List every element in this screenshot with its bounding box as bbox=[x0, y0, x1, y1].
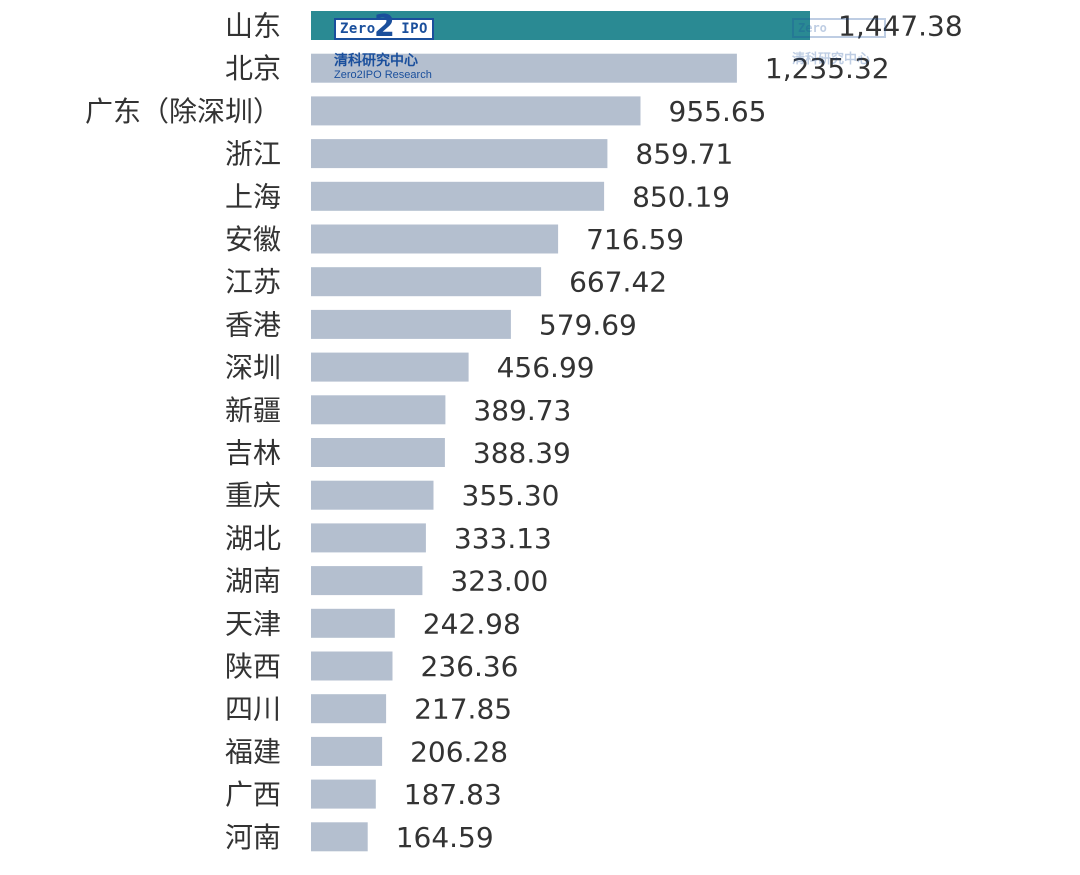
bar-19 bbox=[311, 822, 368, 852]
category-label-17: 福建 bbox=[225, 735, 281, 768]
value-label-15: 236.36 bbox=[421, 650, 519, 683]
bar-1 bbox=[311, 53, 737, 83]
logo-box: Zero IPO bbox=[334, 18, 434, 40]
faint-logo-watermark: Zero 清科研究中心 bbox=[792, 18, 902, 84]
category-label-3: 浙江 bbox=[225, 138, 281, 171]
value-label-17: 206.28 bbox=[410, 735, 508, 768]
bar-17 bbox=[311, 736, 383, 766]
faint-logo-text: Zero bbox=[798, 21, 827, 35]
bar-6 bbox=[311, 267, 542, 297]
bar-4 bbox=[311, 181, 605, 211]
value-label-7: 579.69 bbox=[539, 308, 637, 341]
bar-9 bbox=[311, 395, 446, 425]
category-label-19: 河南 bbox=[225, 821, 281, 854]
category-label-5: 安徽 bbox=[225, 223, 281, 256]
value-label-10: 388.39 bbox=[473, 437, 571, 470]
bar-15 bbox=[311, 651, 393, 681]
bar-10 bbox=[311, 438, 445, 467]
category-label-11: 重庆 bbox=[225, 479, 281, 512]
category-label-7: 香港 bbox=[225, 308, 281, 341]
value-label-11: 355.30 bbox=[462, 479, 560, 512]
bar-18 bbox=[311, 779, 376, 809]
category-label-8: 深圳 bbox=[225, 351, 281, 384]
category-label-10: 吉林 bbox=[225, 437, 281, 470]
value-label-13: 323.00 bbox=[450, 565, 548, 598]
bar-5 bbox=[311, 224, 559, 254]
value-label-5: 716.59 bbox=[586, 223, 684, 256]
faint-logo-box: Zero bbox=[792, 18, 886, 38]
value-label-12: 333.13 bbox=[454, 522, 552, 555]
category-label-15: 陕西 bbox=[225, 650, 281, 683]
bar-13 bbox=[311, 566, 423, 596]
value-label-9: 389.73 bbox=[473, 394, 571, 427]
org-name-cn: 清科研究中心 bbox=[334, 53, 418, 69]
bars-group bbox=[311, 11, 810, 852]
category-label-4: 上海 bbox=[225, 180, 281, 213]
category-label-18: 广西 bbox=[225, 778, 281, 811]
value-label-8: 456.99 bbox=[497, 351, 595, 384]
value-label-16: 217.85 bbox=[414, 693, 512, 726]
value-label-4: 850.19 bbox=[632, 180, 730, 213]
zero2ipo-logo-watermark: Zero IPO 2 清科研究中心 Zero2IPO Research bbox=[334, 12, 464, 84]
category-label-2: 广东（除深圳） bbox=[85, 95, 281, 128]
value-label-0: 1,447.38 bbox=[838, 10, 963, 43]
bar-16 bbox=[311, 694, 387, 724]
bar-8 bbox=[311, 352, 469, 382]
category-label-13: 湖南 bbox=[225, 565, 281, 598]
bar-3 bbox=[311, 139, 608, 169]
value-labels-group: 1,447.38 1,235.32 955.65 859.71 850.19 716.59… bbox=[396, 10, 963, 854]
category-label-12: 湖北 bbox=[225, 522, 281, 555]
value-label-3: 859.71 bbox=[635, 138, 733, 171]
bar-12 bbox=[311, 523, 426, 553]
category-label-16: 四川 bbox=[225, 693, 281, 726]
logo-text-right: IPO bbox=[401, 21, 428, 37]
category-label-1: 北京 bbox=[225, 52, 281, 85]
value-label-2: 955.65 bbox=[669, 95, 767, 128]
value-label-1: 1,235.32 bbox=[765, 52, 890, 85]
category-label-6: 江苏 bbox=[225, 266, 281, 299]
category-label-14: 天津 bbox=[225, 607, 281, 640]
category-label-0: 山东 bbox=[225, 10, 281, 43]
logo-text-left: Zero bbox=[340, 21, 376, 37]
category-label-9: 新疆 bbox=[225, 394, 281, 427]
value-label-6: 667.42 bbox=[569, 266, 667, 299]
bar-11 bbox=[311, 480, 434, 510]
bar-2 bbox=[311, 96, 641, 126]
bar-14 bbox=[311, 608, 395, 638]
value-label-14: 242.98 bbox=[423, 607, 521, 640]
org-name-en: Zero2IPO Research bbox=[334, 69, 432, 81]
logo-two-glyph: 2 bbox=[374, 9, 395, 44]
value-label-19: 164.59 bbox=[396, 821, 494, 854]
bar-7 bbox=[311, 309, 511, 339]
faint-org-name-cn: 清科研究中心 bbox=[792, 52, 871, 67]
value-label-18: 187.83 bbox=[404, 778, 502, 811]
